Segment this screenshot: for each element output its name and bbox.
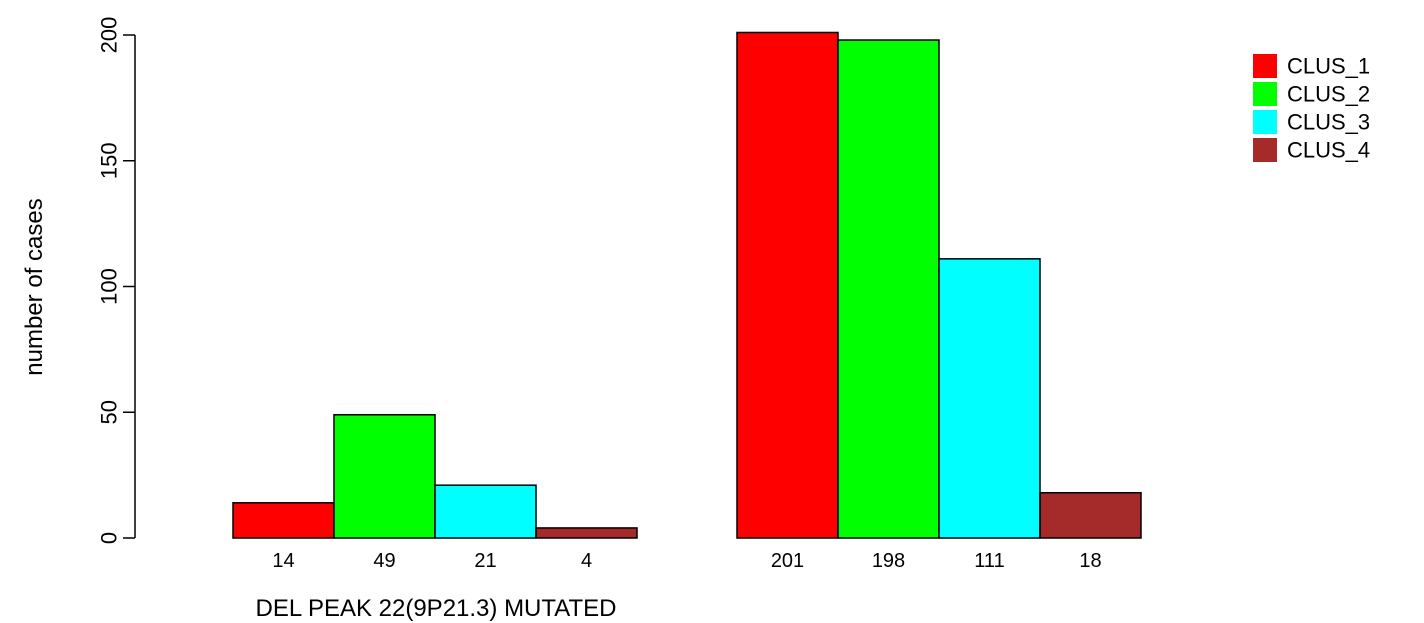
bar-group2-clus-3 <box>938 258 1041 539</box>
legend-label: CLUS_4 <box>1287 138 1370 163</box>
legend-swatch <box>1253 110 1277 134</box>
legend-swatch <box>1253 54 1277 78</box>
bar-group1-clus-4 <box>535 527 638 539</box>
bar-group2-clus-1 <box>736 31 839 539</box>
bar-labels: 14 49 21 4 201 198 111 18 <box>272 550 1101 572</box>
bar-count-label: 201 <box>771 550 804 572</box>
legend-swatch <box>1253 82 1277 106</box>
bar-group1-clus-2 <box>333 414 436 539</box>
legend-label: CLUS_2 <box>1287 82 1370 107</box>
legend-label: CLUS_1 <box>1287 54 1370 79</box>
bar-group1-clus-3 <box>434 484 537 539</box>
legend: CLUS_1 CLUS_2 CLUS_3 CLUS_4 <box>1253 54 1370 163</box>
bar-group1-clus-1 <box>232 502 335 539</box>
bar-count-label: 198 <box>872 550 905 572</box>
y-tick-label: 50 <box>97 400 122 424</box>
y-tick-label: 150 <box>97 142 122 179</box>
bar-count-label: 4 <box>581 550 592 572</box>
bar-count-label: 49 <box>373 550 395 572</box>
legend-swatch <box>1253 138 1277 162</box>
y-axis-title: number of cases <box>21 198 48 375</box>
y-tick-label: 100 <box>97 268 122 305</box>
y-axis: 0 50 100 150 200 <box>97 17 136 544</box>
x-axis-title: DEL PEAK 22(9P21.3) MUTATED <box>255 595 616 622</box>
bar-group2-clus-4 <box>1039 491 1142 539</box>
legend-label: CLUS_3 <box>1287 110 1370 135</box>
y-tick-label: 200 <box>97 17 122 54</box>
bar-group2-clus-2 <box>837 39 940 539</box>
y-tick-label: 0 <box>97 532 122 544</box>
bar-count-label: 111 <box>974 550 1004 572</box>
bar-count-label: 18 <box>1079 550 1101 572</box>
bars <box>232 31 1142 539</box>
bar-count-label: 14 <box>272 550 294 572</box>
bar-count-label: 21 <box>474 550 496 572</box>
